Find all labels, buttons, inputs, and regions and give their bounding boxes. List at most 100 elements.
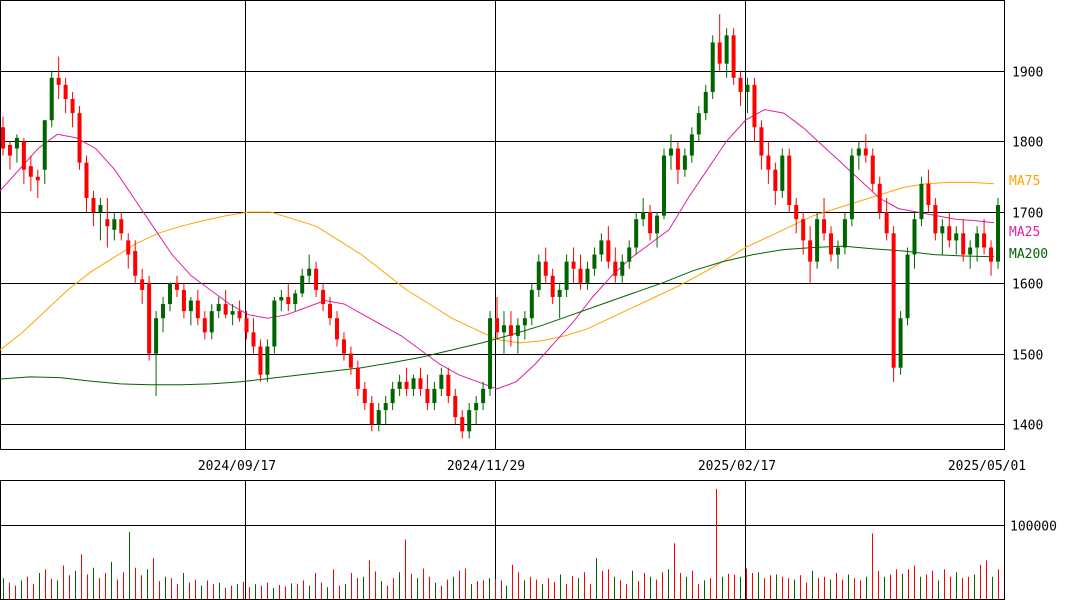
candle-body xyxy=(613,261,618,276)
candle xyxy=(585,261,590,290)
candle-body xyxy=(543,261,548,276)
candle-body xyxy=(668,148,673,156)
candle-body xyxy=(731,35,736,78)
candle-body xyxy=(348,353,353,368)
volume-panel-frame xyxy=(0,480,1005,600)
candle xyxy=(731,28,736,85)
candle xyxy=(272,296,277,354)
candle xyxy=(766,141,771,184)
candle xyxy=(49,70,54,128)
candle-body xyxy=(488,318,493,389)
candle xyxy=(550,268,555,305)
candle xyxy=(947,212,952,248)
candle xyxy=(954,226,959,255)
candle-body xyxy=(662,155,667,216)
candle-body xyxy=(703,91,708,114)
candle xyxy=(460,410,465,439)
candle-body xyxy=(418,378,423,389)
candle-body xyxy=(599,240,604,255)
candle-body xyxy=(515,325,520,336)
candle xyxy=(481,381,486,411)
candle-body xyxy=(14,137,19,149)
candle-body xyxy=(293,293,298,305)
candle-body xyxy=(759,127,764,156)
candle xyxy=(599,233,604,262)
candle xyxy=(223,289,228,319)
candle-body xyxy=(355,367,360,389)
candle-body xyxy=(28,166,33,177)
candle-body xyxy=(675,148,680,170)
candle xyxy=(543,247,548,283)
candle xyxy=(369,395,374,432)
candle-body xyxy=(321,289,326,305)
candle-body xyxy=(773,169,778,191)
candle-body xyxy=(272,300,277,347)
candle xyxy=(508,311,513,347)
candle-body xyxy=(571,261,576,269)
candle-body xyxy=(522,318,527,326)
candle xyxy=(348,346,353,375)
candle xyxy=(501,311,506,354)
candle-body xyxy=(376,410,381,425)
candle xyxy=(515,318,520,354)
candle-body xyxy=(140,279,145,290)
candle-body xyxy=(557,289,562,297)
candle xyxy=(265,339,270,382)
candle xyxy=(154,311,159,396)
candle-body xyxy=(606,240,611,262)
candle xyxy=(105,197,110,248)
candle xyxy=(140,268,145,305)
candle xyxy=(28,155,33,191)
candle xyxy=(724,28,729,78)
candle-body xyxy=(620,261,625,276)
candle-body xyxy=(578,268,583,283)
candle xyxy=(237,300,242,322)
x-tick-label: 2025/05/01 xyxy=(948,459,1026,474)
candle xyxy=(161,296,166,333)
candle-body xyxy=(954,233,959,241)
candle-body xyxy=(446,374,451,396)
candle xyxy=(91,190,96,227)
candle-body xyxy=(307,268,312,276)
candle xyxy=(174,275,179,297)
candle xyxy=(383,395,388,425)
candle xyxy=(933,197,938,241)
candle-body xyxy=(174,282,179,290)
candle-body xyxy=(648,212,653,234)
candle-body xyxy=(996,205,1000,262)
y-tick-label: 1400 xyxy=(1012,419,1043,434)
candle-body xyxy=(808,240,813,262)
candle-body xyxy=(119,219,124,234)
candle xyxy=(745,77,750,114)
candle-body xyxy=(439,374,444,389)
candle-body xyxy=(244,318,249,333)
candle xyxy=(634,212,639,255)
candle xyxy=(404,367,409,396)
candle-body xyxy=(161,304,166,319)
candle-body xyxy=(328,304,333,319)
candle-body xyxy=(390,388,395,404)
candle xyxy=(801,212,806,255)
candle xyxy=(21,137,26,184)
candle xyxy=(495,296,500,340)
candle-body xyxy=(989,247,994,262)
candle-body xyxy=(453,395,458,418)
candle-body xyxy=(710,42,715,92)
candle-body xyxy=(508,325,513,336)
candle xyxy=(446,367,451,404)
candle-body xyxy=(397,381,402,389)
candle-body xyxy=(147,282,152,354)
candle-body xyxy=(481,388,486,404)
candle xyxy=(418,367,423,396)
candle-body xyxy=(112,219,117,230)
candle-body xyxy=(300,275,305,294)
candle-body xyxy=(898,318,903,368)
candle-body xyxy=(696,113,701,135)
candle xyxy=(717,14,722,71)
y-tick-label: 1900 xyxy=(1012,66,1043,81)
candle-body xyxy=(230,311,235,315)
candle xyxy=(133,240,138,283)
candle xyxy=(84,155,89,213)
candle-body xyxy=(835,247,840,255)
